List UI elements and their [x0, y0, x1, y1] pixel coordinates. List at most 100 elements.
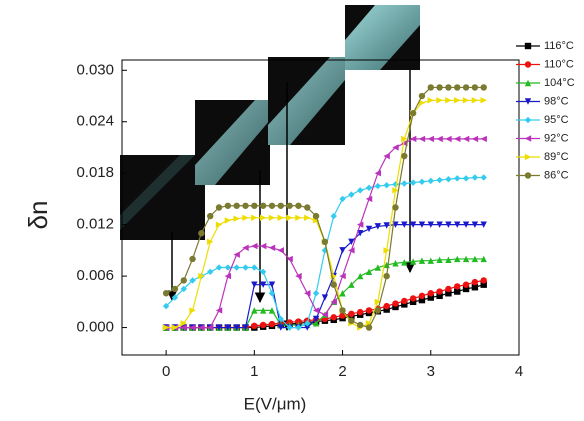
data-point — [162, 302, 170, 310]
data-point — [480, 97, 487, 104]
data-point — [374, 264, 382, 271]
data-point — [365, 324, 373, 331]
x-tick-label: 0 — [162, 363, 170, 380]
legend-label: 89°C — [544, 151, 569, 163]
data-point — [392, 187, 399, 194]
data-point — [242, 324, 249, 331]
data-point — [454, 288, 461, 295]
data-point — [304, 214, 311, 221]
data-point — [383, 247, 390, 254]
data-point — [436, 256, 443, 264]
data-point — [171, 285, 179, 293]
data-point — [401, 152, 408, 160]
data-point — [321, 294, 329, 301]
data-point — [409, 258, 417, 265]
data-point — [462, 221, 470, 228]
data-point — [462, 135, 470, 143]
data-point — [445, 285, 452, 293]
data-point — [357, 308, 364, 316]
data-point — [312, 315, 320, 323]
data-point — [242, 202, 249, 209]
data-point — [251, 281, 258, 288]
data-point — [471, 97, 479, 104]
x-tick-label: 1 — [250, 363, 258, 380]
data-point — [445, 176, 452, 183]
data-point — [374, 182, 382, 190]
data-point — [462, 175, 470, 182]
data-point — [383, 302, 390, 310]
data-point — [365, 268, 373, 276]
data-point — [462, 281, 470, 288]
data-point — [339, 195, 346, 203]
data-point — [215, 324, 223, 331]
data-point — [251, 322, 258, 330]
data-point — [189, 324, 196, 331]
data-point — [427, 177, 434, 185]
series — [162, 174, 487, 331]
data-point — [454, 283, 461, 290]
data-point — [365, 195, 373, 203]
data-point — [480, 174, 487, 181]
data-point — [462, 84, 470, 91]
data-point — [259, 321, 267, 329]
data-point — [277, 315, 284, 323]
data-point — [268, 281, 276, 288]
data-point — [357, 187, 364, 194]
data-point — [330, 314, 337, 321]
data-point — [365, 184, 373, 191]
y-tick-label: 0.006 — [76, 267, 114, 284]
data-point — [480, 84, 487, 91]
x-axis-label: E(V/μm) — [244, 394, 307, 413]
data-point — [259, 202, 267, 209]
data-point — [454, 97, 461, 104]
data-point — [480, 277, 487, 284]
data-point — [304, 324, 311, 331]
data-point — [436, 84, 443, 91]
data-point — [436, 221, 443, 228]
data-point — [365, 307, 373, 314]
data-point — [348, 191, 355, 198]
data-point — [427, 221, 434, 228]
legend-label: 110°C — [544, 58, 574, 70]
data-point — [198, 230, 205, 237]
data-point — [427, 257, 434, 264]
data-point — [268, 244, 276, 252]
data-point — [480, 221, 487, 228]
data-point — [427, 290, 434, 297]
data-point — [251, 214, 258, 221]
data-point — [401, 301, 408, 308]
data-point — [339, 272, 346, 280]
legend-marker — [524, 61, 532, 68]
legend-marker — [524, 172, 532, 179]
legend-marker — [524, 153, 532, 161]
data-point — [259, 281, 267, 288]
data-point — [277, 202, 284, 209]
data-point — [401, 180, 408, 187]
data-point — [207, 324, 214, 331]
data-point — [321, 311, 329, 318]
data-point — [339, 312, 346, 319]
series — [162, 84, 487, 331]
data-point — [436, 176, 443, 184]
data-point — [436, 97, 443, 104]
data-point — [427, 97, 434, 104]
data-point — [471, 221, 479, 228]
data-point — [180, 277, 187, 284]
data-point — [286, 255, 293, 263]
legend-label: 86°C — [544, 169, 569, 181]
data-point — [462, 255, 470, 263]
data-point — [471, 278, 479, 286]
data-point — [251, 264, 258, 271]
data-point — [259, 307, 267, 314]
data-point — [401, 139, 408, 147]
data-point — [215, 204, 223, 211]
data-point — [383, 152, 390, 160]
data-point — [189, 307, 196, 314]
data-point — [445, 97, 452, 104]
data-point — [268, 214, 276, 221]
data-point — [242, 264, 249, 271]
legend-marker — [524, 116, 532, 124]
data-point — [295, 318, 302, 325]
data-point — [392, 181, 399, 188]
legend-label: 98°C — [544, 95, 569, 107]
